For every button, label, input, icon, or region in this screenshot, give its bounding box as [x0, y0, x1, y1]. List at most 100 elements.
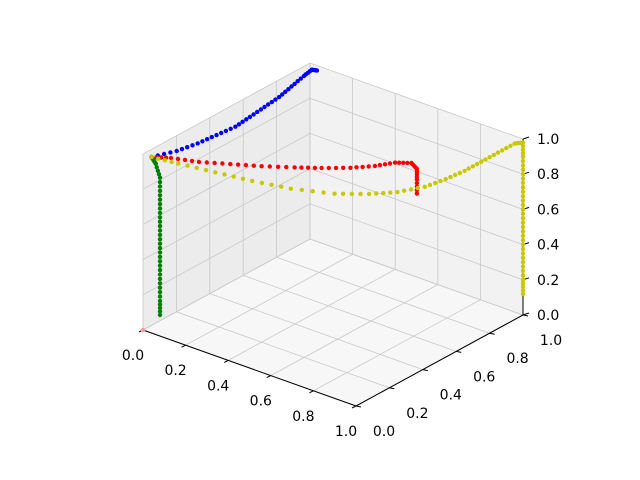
- data-point: [195, 141, 200, 146]
- grid-line-y: [242, 99, 457, 352]
- data-point: [168, 155, 174, 161]
- data-point: [157, 237, 163, 242]
- data-point: [292, 165, 297, 170]
- data-point: [520, 233, 526, 238]
- data-point: [414, 177, 420, 182]
- data-point: [314, 68, 320, 73]
- data-point: [520, 224, 526, 230]
- data-point: [182, 157, 188, 163]
- data-point: [157, 309, 163, 314]
- data-point: [462, 168, 467, 174]
- data-point: [348, 165, 353, 170]
- data-point: [520, 284, 526, 289]
- data-point: [168, 150, 173, 155]
- x-tick-label: 0.0: [122, 348, 144, 364]
- x-tick-mark: [309, 390, 314, 394]
- data-point: [520, 185, 526, 190]
- data-point: [157, 302, 163, 307]
- data-point: [214, 132, 219, 138]
- data-point: [520, 251, 526, 256]
- data-point: [157, 298, 163, 304]
- data-point: [520, 150, 526, 156]
- data-point: [402, 188, 407, 193]
- data-point: [185, 145, 190, 150]
- data-point: [157, 201, 163, 207]
- data-point: [443, 177, 448, 182]
- data-point: [251, 112, 256, 117]
- data-point: [387, 161, 393, 166]
- data-point: [157, 272, 163, 277]
- x-tick-label: 0.2: [164, 363, 186, 379]
- data-point: [213, 170, 218, 175]
- data-point: [395, 189, 400, 195]
- data-point: [295, 79, 300, 84]
- data-point: [520, 242, 526, 247]
- data-point: [372, 163, 378, 169]
- data-point: [457, 170, 462, 176]
- y-axis-line: [355, 314, 524, 407]
- data-point: [520, 268, 526, 274]
- series-0: [149, 67, 320, 160]
- data-point: [520, 163, 526, 168]
- data-point: [157, 188, 163, 194]
- data-point: [487, 155, 492, 160]
- data-point: [179, 146, 185, 152]
- data-point: [319, 165, 324, 171]
- data-point: [491, 152, 496, 158]
- series-3: [149, 140, 526, 297]
- data-point: [495, 150, 501, 155]
- data-point: [520, 176, 526, 181]
- data-point: [414, 191, 420, 196]
- data-point: [157, 276, 163, 282]
- data-point: [483, 157, 488, 162]
- data-point: [354, 165, 359, 170]
- data-point: [157, 241, 163, 246]
- data-point: [185, 163, 190, 168]
- data-point: [520, 238, 526, 243]
- data-point: [499, 148, 505, 153]
- data-point: [259, 164, 264, 169]
- data-point: [251, 163, 256, 168]
- data-point: [333, 165, 339, 171]
- data-point: [401, 160, 406, 165]
- data-point: [157, 289, 163, 295]
- data-point: [157, 197, 163, 202]
- data-point: [341, 165, 346, 170]
- data-point: [265, 102, 271, 107]
- data-point: [310, 189, 315, 194]
- data-point: [474, 161, 480, 167]
- z-tick-label: 0.8: [537, 167, 559, 183]
- data-point: [520, 264, 526, 269]
- data-point: [520, 202, 526, 208]
- data-point: [520, 260, 526, 265]
- data-point: [228, 161, 233, 167]
- data-point: [228, 126, 233, 131]
- data-point: [305, 165, 311, 170]
- data-point: [286, 87, 291, 92]
- data-point: [267, 164, 272, 169]
- data-point: [415, 185, 421, 191]
- data-point: [235, 162, 241, 167]
- data-point: [321, 190, 326, 195]
- data-point: [520, 288, 526, 293]
- data-point: [190, 143, 195, 148]
- data-point: [157, 312, 163, 318]
- data-points: [140, 67, 526, 333]
- data-point: [299, 187, 304, 193]
- data-point: [405, 160, 410, 166]
- data-point: [250, 178, 255, 184]
- data-point: [157, 215, 163, 220]
- data-point: [200, 139, 205, 144]
- data-point: [259, 180, 265, 186]
- data-point: [220, 161, 225, 166]
- data-point: [289, 84, 294, 89]
- data-point: [157, 250, 163, 255]
- x-tick-label: 0.4: [207, 378, 229, 394]
- tick-labels: 0.0 0.0 0.0 0.2 0.2 0.2 0.4 0.4 0.4 0.6 0.6 0.6 0.8 0…: [122, 132, 562, 440]
- data-point: [280, 92, 285, 97]
- data-point: [273, 97, 278, 102]
- data-point: [269, 182, 274, 187]
- data-point: [157, 285, 163, 290]
- data-point: [174, 148, 179, 154]
- data-point: [231, 174, 236, 179]
